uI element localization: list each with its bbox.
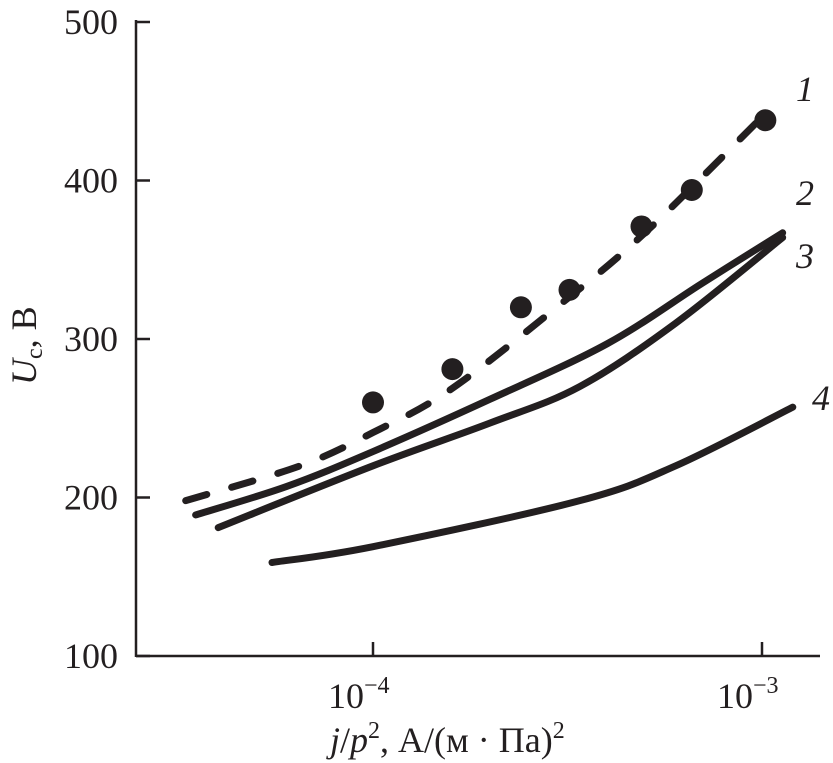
x-label-rest: , А/(м · Па) — [380, 720, 553, 760]
data-point — [754, 109, 777, 132]
y-tick-label: 400 — [64, 161, 118, 201]
y-label-sub: c — [22, 348, 48, 359]
y-tick-label: 500 — [64, 2, 118, 42]
x-label-j: j — [326, 720, 340, 760]
y-tick-label: 200 — [64, 478, 118, 518]
series-line-3 — [214, 234, 787, 532]
x-label-sup: 2 — [368, 718, 380, 744]
y-label-rest: , В — [4, 306, 44, 348]
curve-label-1: 1 — [796, 69, 814, 109]
series-line-2 — [192, 229, 787, 519]
curve-label-3: 3 — [795, 236, 814, 276]
data-point — [680, 179, 703, 202]
x-tick-label: 10−3 — [717, 673, 779, 716]
curve-label-2: 2 — [796, 173, 814, 213]
x-label-slash: / — [340, 720, 350, 760]
series-line-1 — [182, 113, 766, 505]
x-label-sup2: 2 — [553, 718, 565, 744]
y-tick-label: 100 — [64, 636, 118, 676]
data-point — [441, 358, 464, 381]
y-tick-label: 300 — [64, 319, 118, 359]
x-axis-label: j/p2, А/(м · Па)2 — [326, 718, 565, 760]
data-point — [509, 296, 532, 319]
curve-label-4: 4 — [812, 378, 830, 418]
series-line-4 — [268, 403, 797, 566]
data-point — [558, 278, 581, 301]
x-label-p: p — [347, 720, 368, 760]
data-point — [630, 215, 653, 238]
data-point — [362, 391, 384, 414]
x-tick-label: 10−4 — [328, 673, 390, 716]
y-label-U: U — [4, 357, 44, 385]
y-axis-label: Uc, В — [4, 306, 48, 385]
